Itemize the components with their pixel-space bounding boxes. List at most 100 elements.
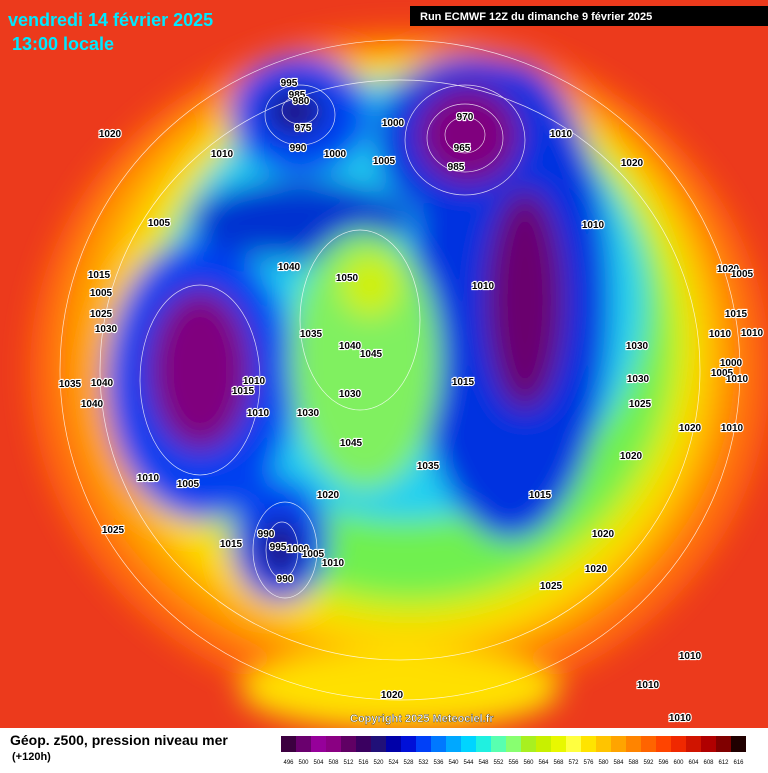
pressure-label: 1020 <box>317 490 340 501</box>
pressure-label: 985 <box>448 162 465 173</box>
colorbar-label: 604 <box>688 760 699 766</box>
pressure-label: 1010 <box>679 651 702 662</box>
pressure-label: 1010 <box>709 329 732 340</box>
run-info: Run ECMWF 12Z du dimanche 9 février 2025 <box>420 11 652 23</box>
colorbar-swatch <box>536 736 551 752</box>
pressure-label: 1010 <box>637 680 660 691</box>
colorbar-label: 532 <box>418 760 429 766</box>
colorbar-swatch <box>416 736 431 752</box>
geopotential-field <box>30 30 768 730</box>
pressure-label: 1025 <box>90 309 113 320</box>
colorbar-swatch <box>731 736 746 752</box>
colorbar-label: 616 <box>733 760 744 766</box>
pressure-label: 1010 <box>247 408 270 419</box>
colorbar-swatch <box>401 736 416 752</box>
colorbar-swatch <box>326 736 341 752</box>
colorbar-swatch <box>716 736 731 752</box>
colorbar-swatch <box>641 736 656 752</box>
colorbar-label: 592 <box>643 760 654 766</box>
colorbar-swatch <box>476 736 491 752</box>
colorbar-label: 580 <box>598 760 609 766</box>
colorbar-label: 520 <box>373 760 384 766</box>
pressure-label: 1010 <box>322 558 345 569</box>
colorbar-swatch <box>371 736 386 752</box>
pressure-label: 1010 <box>472 281 495 292</box>
colorbar-label: 608 <box>703 760 714 766</box>
pressure-label: 1020 <box>592 529 615 540</box>
colorbar-label: 524 <box>388 760 399 766</box>
colorbar-label: 540 <box>448 760 459 766</box>
colorbar-label: 576 <box>583 760 594 766</box>
colorbar-swatch <box>701 736 716 752</box>
pressure-label: 1035 <box>300 329 323 340</box>
pressure-label: 1020 <box>679 423 702 434</box>
pressure-label: 1005 <box>731 269 754 280</box>
colorbar-swatch <box>521 736 536 752</box>
colorbar-swatch <box>551 736 566 752</box>
pressure-label: 1020 <box>621 158 644 169</box>
pressure-label: 1015 <box>88 270 111 281</box>
colorbar-swatch <box>686 736 701 752</box>
subtitle: 13:00 locale <box>12 34 114 54</box>
pressure-label: 1040 <box>339 341 362 352</box>
pressure-label: 1000 <box>324 149 347 160</box>
colorbar-label: 572 <box>568 760 579 766</box>
pressure-label: 1040 <box>278 262 301 273</box>
lead-time: (+120h) <box>12 751 51 763</box>
pressure-label: 1015 <box>232 386 255 397</box>
colorbar-swatch <box>431 736 446 752</box>
pressure-label: 1035 <box>59 379 82 390</box>
pressure-label: 1010 <box>582 220 605 231</box>
pressure-label: 990 <box>277 574 294 585</box>
colorbar-label: 544 <box>463 760 474 766</box>
colorbar-swatch <box>281 736 296 752</box>
colorbar-swatch <box>341 736 356 752</box>
pressure-label: 1025 <box>540 581 563 592</box>
pressure-label: 1010 <box>726 374 749 385</box>
footer-title: Géop. z500, pression niveau mer <box>10 732 228 748</box>
pressure-label: 975 <box>295 123 312 134</box>
colorbar-label: 600 <box>673 760 684 766</box>
pressure-label: 1010 <box>721 423 744 434</box>
pressure-label: 1005 <box>711 368 734 379</box>
pressure-label: 990 <box>290 143 307 154</box>
pressure-label: 1040 <box>91 378 114 389</box>
pressure-label: 1000 <box>287 544 310 555</box>
pressure-label: 1000 <box>720 358 743 369</box>
pressure-label: 1050 <box>336 273 359 284</box>
pressure-label: 1020 <box>99 129 122 140</box>
pressure-label: 1045 <box>340 438 363 449</box>
pressure-label: 1030 <box>627 374 650 385</box>
colorbar-label: 548 <box>478 760 489 766</box>
pressure-label: 1005 <box>148 218 171 229</box>
colorbar-label: 584 <box>613 760 624 766</box>
colorbar-swatch <box>566 736 581 752</box>
pressure-label: 1000 <box>382 118 405 129</box>
colorbar-swatch <box>581 736 596 752</box>
pressure-label: 1015 <box>725 309 748 320</box>
colorbar-swatch <box>446 736 461 752</box>
pressure-label: 1015 <box>529 490 552 501</box>
run-box <box>410 6 768 26</box>
colorbar-swatch <box>596 736 611 752</box>
pressure-label: 1015 <box>452 377 475 388</box>
colorbar-label: 508 <box>328 760 339 766</box>
colorbar-swatch <box>296 736 311 752</box>
pressure-label: 1030 <box>626 341 649 352</box>
pressure-label: 1010 <box>669 713 692 724</box>
colorbar-swatch <box>506 736 521 752</box>
colorbar-label: 568 <box>553 760 564 766</box>
pressure-label: 1045 <box>360 349 383 360</box>
colorbar-swatch <box>311 736 326 752</box>
pressure-label: 1015 <box>220 539 243 550</box>
pressure-label: 1030 <box>339 389 362 400</box>
pressure-label: 1030 <box>95 324 118 335</box>
colorbar-label: 556 <box>508 760 519 766</box>
pressure-label: 1035 <box>417 461 440 472</box>
colorbar-swatch <box>656 736 671 752</box>
isobars <box>59 39 741 701</box>
colorbar-label: 596 <box>658 760 669 766</box>
pressure-label: 995 <box>281 78 298 89</box>
pressure-label: 1005 <box>302 549 325 560</box>
